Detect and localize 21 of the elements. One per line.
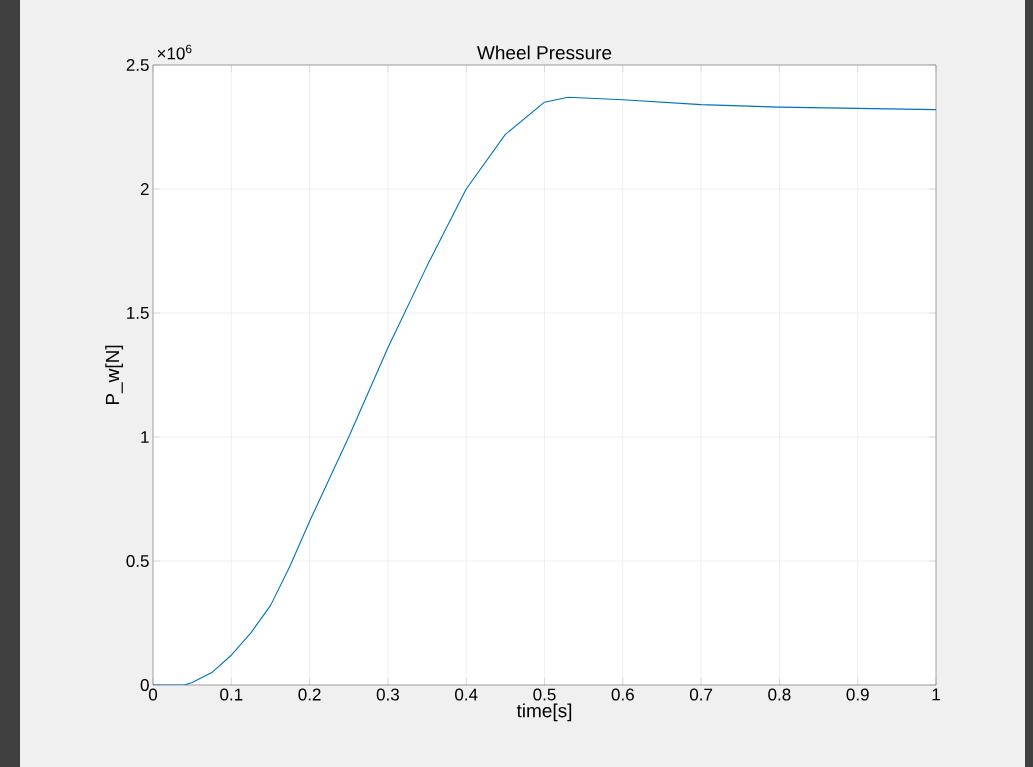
- text: ×10$^{6}$: [157, 44, 192, 60]
- x-tick-label: 0.9: [846, 688, 869, 701]
- x-tick-label: 0.2: [298, 688, 321, 701]
- y-tick-label: 1.5: [127, 307, 149, 319]
- x-tick-label: 0.7: [689, 688, 713, 701]
- x-tick-label: 0.3: [376, 688, 399, 701]
- x-tick-label: 0: [148, 688, 158, 701]
- x-tick-label: 1: [932, 688, 940, 701]
- y-tick-label: 2.5: [126, 58, 149, 72]
- y-tick-label: 0: [140, 678, 149, 692]
- y-axis-title: P_w[N]: [105, 345, 123, 405]
- x-tick-label: 0.6: [611, 688, 634, 701]
- y-tick-label: 1: [141, 431, 149, 443]
- chart-title: Wheel Pressure: [477, 45, 612, 60]
- y-tick-label: 0.5: [126, 554, 149, 568]
- x-tick-label: 0.1: [220, 688, 243, 701]
- x-tick-label: 0.5: [533, 688, 556, 701]
- x-tick-label: 0.4: [455, 688, 478, 701]
- x-tick-label: 0.8: [768, 688, 791, 701]
- x-axis-title: time[s]: [516, 703, 572, 722]
- y-tick-label: 2: [140, 183, 149, 195]
